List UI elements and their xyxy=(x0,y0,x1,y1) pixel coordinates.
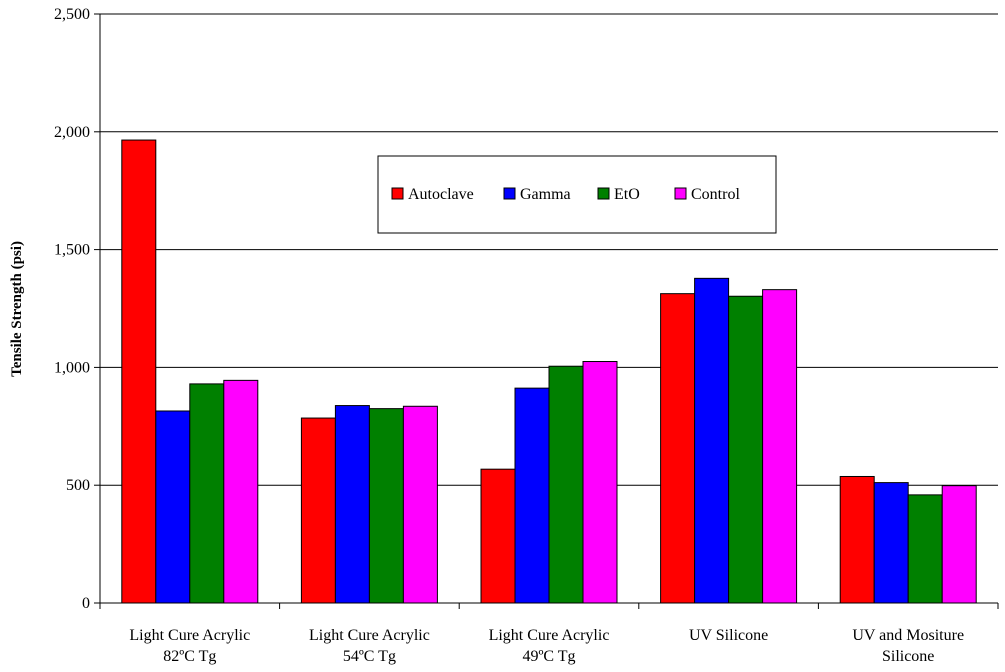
x-category-label: 49ºC Tg xyxy=(522,648,575,665)
x-category-label: 54ºC Tg xyxy=(343,648,396,665)
bar-control xyxy=(941,485,977,604)
y-tick-label: 1,000 xyxy=(54,359,90,376)
bar-autoclave xyxy=(480,468,516,604)
legend-label-eto: EtO xyxy=(614,186,640,203)
bar-autoclave xyxy=(839,475,875,604)
legend-label-autoclave: Autoclave xyxy=(408,186,474,203)
bar-eto xyxy=(548,365,584,604)
bar-gamma xyxy=(873,482,909,604)
legend-swatch-eto xyxy=(597,187,610,200)
bar-control xyxy=(402,405,438,604)
bar-gamma xyxy=(334,405,370,604)
bar-eto xyxy=(368,408,404,604)
x-category-label: UV and Mositure xyxy=(852,627,964,644)
bar-eto xyxy=(189,383,225,604)
legend-swatch-gamma xyxy=(503,187,516,200)
bar-autoclave xyxy=(300,417,336,604)
legend-box xyxy=(377,155,777,234)
bars xyxy=(121,139,977,604)
x-category-label: Light Cure Acrylic xyxy=(489,627,610,644)
x-category-label: UV Silicone xyxy=(689,627,768,644)
bar-autoclave xyxy=(121,139,157,604)
legend: Autoclave Gamma EtO Control xyxy=(377,155,777,234)
x-category-label: Light Cure Acrylic xyxy=(309,627,430,644)
legend-label-control: Control xyxy=(691,186,740,203)
x-category-label: Silicone xyxy=(882,648,934,665)
axes xyxy=(94,13,999,609)
y-tick-label: 1,500 xyxy=(54,242,90,259)
bar-autoclave xyxy=(660,293,696,604)
bar-control xyxy=(582,361,618,604)
bar-eto xyxy=(728,295,764,604)
legend-label-gamma: Gamma xyxy=(520,186,571,203)
bar-gamma xyxy=(694,277,730,604)
y-tick-label: 0 xyxy=(82,595,90,612)
y-axis-label: Tensile Strength (psi) xyxy=(9,241,25,377)
bar-control xyxy=(762,289,798,604)
y-tick-labels: 0 500 1,000 1,500 2,000 2,500 xyxy=(54,6,90,612)
bar-gamma xyxy=(514,387,550,604)
y-tick-label: 500 xyxy=(66,477,90,494)
bar-control xyxy=(223,379,259,604)
legend-swatch-autoclave xyxy=(391,187,404,200)
bar-eto xyxy=(907,494,943,604)
legend-swatch-control xyxy=(674,187,687,200)
x-category-label: Light Cure Acrylic xyxy=(129,627,250,644)
bar-gamma xyxy=(155,410,191,604)
x-category-label: 82ºC Tg xyxy=(163,648,216,665)
x-category-labels: Light Cure Acrylic 82ºC Tg Light Cure Acry… xyxy=(129,627,964,665)
y-tick-label: 2,500 xyxy=(54,6,90,23)
y-tick-label: 2,000 xyxy=(54,124,90,141)
